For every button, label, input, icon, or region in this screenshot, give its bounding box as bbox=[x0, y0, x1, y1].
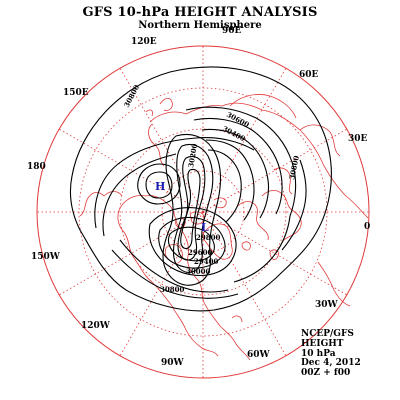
meridian-line bbox=[119, 211, 204, 357]
longitude-label-150e: 150E bbox=[63, 88, 89, 98]
longitude-label-60e: 60E bbox=[299, 70, 319, 80]
contour-label: 29400 bbox=[194, 257, 218, 266]
contour-line bbox=[162, 133, 222, 286]
coastline-central-america bbox=[219, 325, 251, 361]
longitude-label-60w: 60W bbox=[247, 350, 270, 360]
contour-line bbox=[102, 153, 177, 237]
coastline-north-america bbox=[103, 191, 123, 197]
info-line: NCEP/GFS bbox=[301, 329, 354, 339]
coastline-greenland bbox=[202, 223, 233, 260]
contour-line bbox=[193, 117, 283, 215]
coastline-north-america bbox=[185, 329, 219, 357]
coastline-caribbean bbox=[231, 315, 243, 323]
map-subtitle: Northern Hemisphere bbox=[138, 20, 262, 31]
info-line: HEIGHT bbox=[301, 338, 344, 349]
coastline-asia bbox=[148, 123, 165, 167]
coastline-asia bbox=[299, 124, 341, 157]
contour-labels: 30800 30600 30400 30200 29800 29600 2940… bbox=[122, 83, 301, 294]
coastline-hudson-bay bbox=[164, 244, 183, 264]
contour-label: 30000 bbox=[186, 267, 210, 276]
contour-line bbox=[185, 106, 297, 217]
longitude-label-120w: 120W bbox=[81, 321, 110, 331]
contour-line bbox=[167, 226, 215, 262]
longitude-label-90e: 90E bbox=[222, 26, 242, 36]
info-line: Dec 4, 2012 bbox=[301, 358, 361, 369]
longitude-label-30e: 30E bbox=[348, 134, 368, 144]
contour-line bbox=[119, 239, 229, 293]
coastline-europe bbox=[237, 201, 269, 241]
contour-line bbox=[111, 249, 239, 299]
longitude-label-30w: 30W bbox=[315, 300, 338, 310]
contour-label: 30800 bbox=[287, 155, 301, 181]
contour-line bbox=[205, 139, 255, 221]
contour-line bbox=[148, 207, 237, 277]
high-pressure-marker: H bbox=[155, 180, 166, 193]
latitude-circle bbox=[119, 128, 287, 296]
coastline-north-america bbox=[119, 195, 221, 327]
contour-label: 29600 bbox=[188, 248, 212, 257]
coastline-arctic-islands bbox=[213, 197, 227, 209]
longitude-label-120e: 120E bbox=[131, 37, 157, 47]
contour-label: 30200 bbox=[186, 143, 199, 169]
map-title: GFS 10-hPa HEIGHT ANALYSIS bbox=[82, 5, 318, 20]
low-pressure-marker: L bbox=[201, 221, 209, 234]
map-boundary-circle bbox=[36, 45, 370, 379]
contour-line bbox=[137, 163, 181, 205]
contour-line bbox=[281, 159, 307, 251]
info-line: 00Z + f00 bbox=[301, 368, 351, 379]
coastline-africa bbox=[317, 261, 351, 307]
contour-line bbox=[69, 66, 332, 312]
contour-line bbox=[145, 171, 173, 199]
coastline-north-america bbox=[117, 207, 187, 331]
longitude-label-150w: 150W bbox=[31, 252, 60, 262]
contour-line bbox=[94, 137, 255, 229]
coastline-alaska bbox=[79, 192, 105, 217]
contour-line bbox=[180, 168, 201, 250]
contour-line bbox=[201, 128, 270, 219]
height-contours bbox=[69, 66, 332, 312]
coastline-uk bbox=[269, 249, 279, 260]
longitude-label-180: 180 bbox=[27, 162, 46, 172]
coastline-asia bbox=[149, 102, 369, 219]
longitude-label-90w: 90W bbox=[161, 358, 184, 368]
contour-line bbox=[158, 216, 226, 269]
contour-label: 29800 bbox=[196, 233, 220, 242]
longitude-label-0: 0 bbox=[364, 222, 371, 232]
coastline-japan bbox=[159, 98, 173, 111]
contour-label: 30800 bbox=[160, 285, 184, 294]
contour-label: 30800 bbox=[122, 83, 141, 109]
coastline-asia bbox=[229, 94, 297, 119]
coastline-japan bbox=[145, 109, 153, 117]
contour-line bbox=[207, 149, 242, 223]
contour-line bbox=[233, 215, 291, 283]
coastline-iceland bbox=[241, 241, 251, 251]
info-line: 10 hPa bbox=[301, 348, 336, 359]
info-box: NCEP/GFS HEIGHT 10 hPa Dec 4, 2012 00Z +… bbox=[301, 329, 361, 379]
contour-line bbox=[172, 143, 214, 273]
